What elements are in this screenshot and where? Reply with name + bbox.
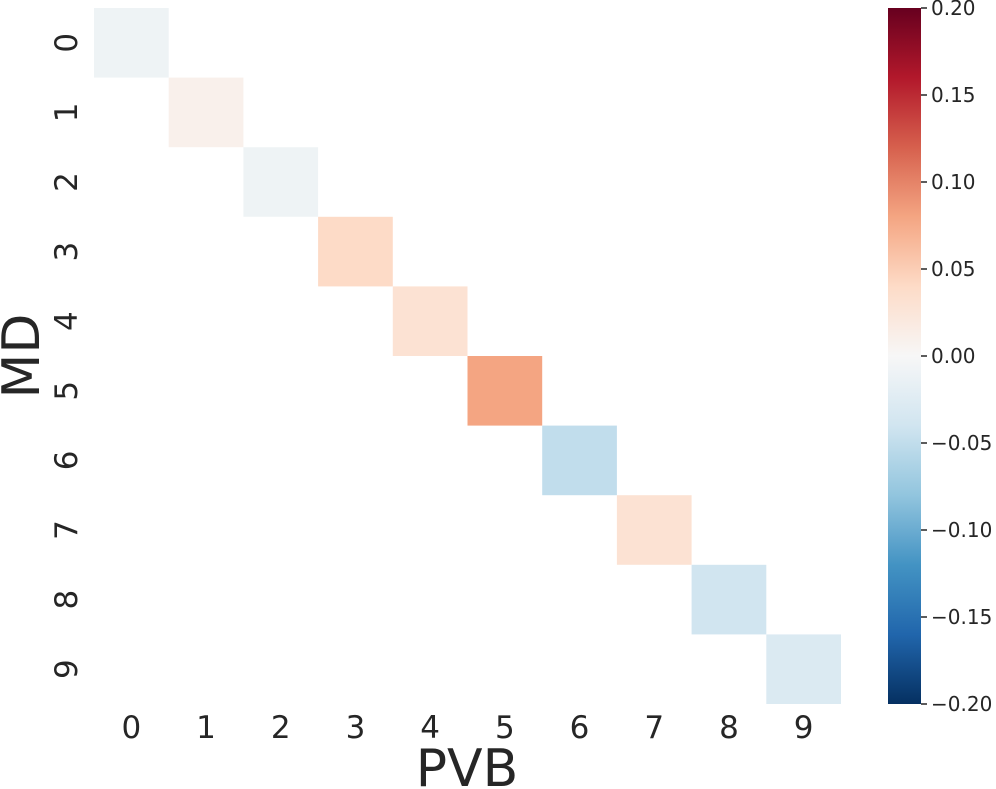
x-tick-label: 1 [196,710,216,746]
colorbar-tick-label: 0.00 [931,344,976,368]
x-tick-label: 6 [570,710,590,746]
x-tick-labels: 0 1 2 3 4 5 6 7 8 9 [121,710,813,746]
heatmap-cell [168,77,244,148]
colorbar-tick-label: 0.10 [931,170,976,194]
colorbar-tick-label: −0.20 [931,692,992,716]
colorbar-tick-label: −0.05 [931,431,992,455]
heatmap-cell [243,147,319,217]
y-tick-label: 2 [49,172,85,192]
heatmap-cell [467,356,543,426]
y-tick-label: 5 [49,381,85,401]
y-tick-label: 8 [49,590,85,610]
heatmap-cell [691,564,767,635]
colorbar [888,8,921,704]
colorbar-tick-label: 0.15 [931,83,976,107]
y-tick-labels: 0 1 2 3 4 5 6 7 8 9 [49,33,85,679]
heatmap-cell [766,634,841,704]
heatmap-cell [542,425,617,496]
x-axis-label: PVB [416,739,519,789]
colorbar-tick-label: −0.15 [931,605,992,629]
heatmap-cell [94,8,169,78]
x-tick-label: 2 [271,710,291,746]
y-tick-label: 0 [49,33,85,53]
colorbar-tick-label: 0.20 [931,0,976,20]
y-tick-label: 6 [49,451,85,471]
y-tick-label: 4 [49,311,85,331]
y-tick-label: 1 [49,103,85,123]
x-tick-label: 4 [420,710,440,746]
x-tick-label: 8 [719,710,739,746]
x-tick-label: 0 [121,710,141,746]
heatmap-cell [392,286,468,356]
y-tick-label: 7 [49,520,85,540]
x-tick-label: 9 [794,710,814,746]
y-axis-label: MD [0,314,52,399]
heatmap-cell [616,495,692,565]
y-tick-label: 9 [49,659,85,679]
heatmap-cells [94,8,841,704]
y-tick-label: 3 [49,242,85,262]
x-tick-label: 7 [644,710,664,746]
heatmap-cell [318,216,393,287]
colorbar-tick-label: −0.10 [931,518,992,542]
colorbar-tick-label: 0.05 [931,257,976,281]
x-tick-label: 5 [495,710,515,746]
colorbar-ticks: 0.20 0.15 0.10 0.05 0.00 −0.05 −0.10 −0.15 −0.20 [921,0,992,716]
x-tick-label: 3 [346,710,366,746]
